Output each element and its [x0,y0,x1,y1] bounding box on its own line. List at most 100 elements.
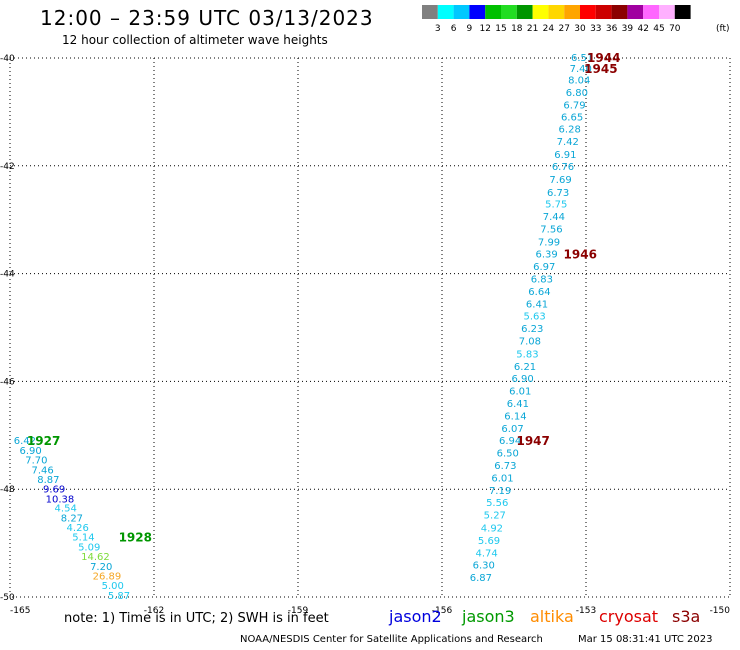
wave-height-label: 8.04 [568,76,590,87]
wave-height-label: 5.69 [478,536,500,547]
colorbar-label: 42 [637,24,648,34]
colorbar-label: 18 [511,24,523,34]
colorbar-label: 39 [622,24,634,34]
wave-height-label: 6.90 [20,446,42,457]
x-tick-label: -153 [576,606,596,616]
wave-height-label: 7.69 [549,175,571,186]
colorbar-label: 45 [653,24,664,34]
wave-height-label: 6.76 [552,162,574,173]
wave-height-label: 5.00 [102,581,124,592]
x-tick-label: -165 [10,606,30,616]
wave-height-label: 4.74 [476,548,498,559]
satellite-legend-jason3: jason3 [462,607,515,626]
credit-line: NOAA/NESDIS Center for Satellite Applica… [240,634,543,645]
wave-height-label: 6.30 [473,561,495,572]
wave-height-label: 9.69 [43,485,65,496]
wave-height-label: 7.19 [489,486,511,497]
footnote: note: 1) Time is in UTC; 2) SWH is in fe… [64,611,329,626]
wave-height-label: 6.94 [499,436,521,447]
wave-height-label: 5.27 [484,511,506,522]
wave-height-label: 7.56 [540,224,562,235]
wave-height-label: 6.51 [571,53,593,64]
wave-height-label: 6.07 [501,424,523,435]
colorbar-label: 70 [669,24,681,34]
colorbar-label: 3 [435,24,441,34]
wave-height-label: 5.83 [516,349,538,360]
wave-height-label: 4.26 [67,523,89,534]
colorbar-swatch [453,5,470,19]
wave-height-label: 6.41 [526,299,548,310]
wave-height-label: 6.91 [554,150,576,161]
y-tick-label: -40 [0,54,15,64]
colorbar-label: 9 [467,24,473,34]
wave-height-label: 7.70 [25,456,47,467]
colorbar-swatch [611,5,628,19]
track-time-label: 1927 [27,434,60,448]
wave-height-label: 7.08 [519,337,541,348]
wave-height-label: 6.80 [566,88,588,99]
colorbar-label: 21 [527,24,538,34]
wave-height-label: 7.44 [543,212,565,223]
wave-height-label: 5.09 [78,542,100,553]
wave-height-label: 6.79 [563,100,585,111]
plot-frame [9,57,731,598]
wave-height-label: 6.01 [509,387,531,398]
colorbar-swatch [501,5,517,19]
colorbar-swatch [532,5,549,19]
x-tick-label: -159 [288,606,309,616]
colorbar-swatch [469,5,486,19]
colorbar-label: 6 [451,24,457,34]
wave-height-label: 6.41 [507,399,529,410]
colorbar-swatch [516,5,533,19]
wave-height-label: 7.42 [557,137,579,148]
wave-height-label: 10.38 [46,494,75,505]
satellite-legend-altika: altika [530,607,574,626]
wave-height-label: 6.14 [504,411,526,422]
wave-height-label: 5.63 [524,312,546,323]
colorbar-unit: (ft) [716,24,730,34]
satellite-legend-cryosat: cryosat [599,607,659,626]
wave-height-label: 6.73 [494,461,516,472]
wave-height-label: 6.01 [491,473,513,484]
colorbar-swatch [659,5,675,19]
wave-height-label: 14.62 [81,552,110,563]
wave-height-label: 6.42 [14,436,36,447]
colorbar-label: 36 [606,24,618,34]
wave-height-label: 7.40 [570,64,592,75]
colorbar-swatch [627,5,644,19]
colorbar-label: 12 [479,24,490,34]
wave-height-label: 6.83 [531,275,553,286]
track-time-label: 1947 [516,434,549,448]
colorbar-swatch [548,5,565,19]
colorbar-swatch [437,5,454,19]
wave-height-label: 7.20 [90,562,112,573]
colorbar-label: 30 [574,24,586,34]
wave-height-label: 4.92 [481,524,503,535]
wave-height-label: 5.87 [108,591,130,602]
track-time-label: 1946 [564,248,597,262]
colorbar-label: 24 [543,24,555,34]
wave-height-label: 7.46 [32,465,54,476]
wave-height-label: 5.14 [72,533,94,544]
wave-height-label: 8.87 [37,475,59,486]
x-tick-label: -156 [432,606,453,616]
wave-height-label: 6.21 [514,362,536,373]
satellite-legend-jason2: jason2 [389,607,442,626]
wave-height-label: 6.97 [533,262,555,273]
colorbar-label: 27 [558,24,569,34]
wave-height-label: 6.23 [521,324,543,335]
wave-height-label: 6.90 [512,374,534,385]
generated-timestamp: Mar 15 08:31:41 UTC 2023 [578,634,713,645]
colorbar-swatch [643,5,659,19]
wave-height-label: 6.87 [470,573,492,584]
colorbar-swatch [595,5,612,19]
wave-height-label: 5.75 [545,200,567,211]
track-time-label: 1928 [119,531,152,545]
satellite-legend-s3a: s3a [672,607,701,626]
wave-height-label: 6.73 [547,188,569,199]
wave-height-label: 6.39 [536,250,558,261]
wave-height-label: 5.56 [486,498,508,509]
track-time-label: 1944 [587,51,620,65]
colorbar-swatch [422,5,438,19]
